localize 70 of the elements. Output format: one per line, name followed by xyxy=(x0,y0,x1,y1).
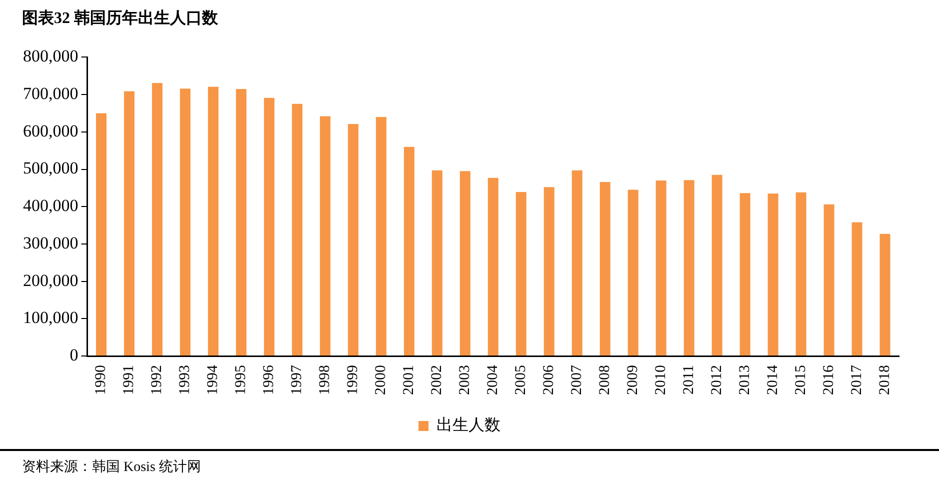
bar xyxy=(124,91,134,356)
bar xyxy=(768,194,778,356)
bar xyxy=(488,178,498,356)
x-tick-label: 1990 xyxy=(93,365,110,395)
x-tick-label: 1997 xyxy=(289,364,306,395)
x-tick-label: 2005 xyxy=(513,365,530,395)
bar xyxy=(572,170,582,356)
x-tick-label: 1991 xyxy=(121,365,138,395)
legend-label: 出生人数 xyxy=(436,416,500,434)
x-tick-label: 2001 xyxy=(401,365,418,395)
x-tick-label: 2002 xyxy=(429,365,446,395)
y-tick-label: 400,000 xyxy=(23,196,78,216)
bar xyxy=(208,86,218,356)
bar xyxy=(264,98,274,356)
x-tick-label: 1999 xyxy=(345,365,362,395)
x-tick-label: 2007 xyxy=(569,364,586,395)
bar xyxy=(376,116,386,356)
bar xyxy=(180,88,190,356)
x-tick-label: 2011 xyxy=(681,365,697,394)
x-tick-label: 2010 xyxy=(653,365,670,395)
bar xyxy=(460,171,470,356)
x-tick-label: 2015 xyxy=(792,365,809,395)
bar xyxy=(320,116,330,356)
x-tick-label: 1993 xyxy=(177,365,194,395)
x-tick-label: 2012 xyxy=(708,365,725,395)
x-tick-label: 2014 xyxy=(764,364,781,395)
bar xyxy=(348,124,358,356)
x-tick-label: 1998 xyxy=(317,365,334,395)
x-tick-label: 2016 xyxy=(820,364,837,395)
y-tick-label: 600,000 xyxy=(23,121,78,140)
bar xyxy=(544,187,554,356)
x-tick-label: 1996 xyxy=(261,364,278,395)
bar xyxy=(432,170,442,356)
y-tick-label: 0 xyxy=(70,345,78,364)
bar xyxy=(796,192,806,356)
bar xyxy=(292,104,302,356)
bar xyxy=(96,113,106,356)
bar xyxy=(152,82,162,356)
bar xyxy=(516,192,526,356)
bar xyxy=(656,180,666,356)
bar xyxy=(236,88,246,356)
x-tick-label: 1994 xyxy=(205,364,222,395)
y-tick-label: 500,000 xyxy=(23,158,78,178)
bar xyxy=(628,190,638,356)
x-tick-label: 2018 xyxy=(876,365,893,395)
y-tick-label: 300,000 xyxy=(23,233,78,252)
bar xyxy=(824,204,834,356)
x-tick-label: 2004 xyxy=(485,364,502,395)
bar xyxy=(852,222,862,356)
bar xyxy=(684,180,694,356)
bar xyxy=(404,146,414,356)
y-tick-label: 700,000 xyxy=(23,84,78,104)
y-tick-label: 200,000 xyxy=(23,270,78,290)
x-tick-label: 2000 xyxy=(373,365,390,395)
x-tick-label: 2013 xyxy=(736,365,753,395)
x-tick-label: 2006 xyxy=(541,364,558,395)
x-tick-label: 1992 xyxy=(149,365,166,395)
x-tick-label: 1995 xyxy=(233,365,250,395)
bar xyxy=(712,174,722,356)
y-tick-label: 100,000 xyxy=(23,308,78,328)
bar xyxy=(600,182,610,356)
chart-title: 图表32 韩国历年出生人口数 xyxy=(22,8,218,29)
bar xyxy=(740,193,750,356)
y-tick-label: 800,000 xyxy=(23,46,78,66)
text: 资料来源：韩国 Kosis 统计网 xyxy=(22,458,201,476)
x-tick-label: 2003 xyxy=(457,365,474,395)
bar xyxy=(880,234,890,356)
x-tick-label: 2009 xyxy=(625,365,642,395)
x-tick-label: 2008 xyxy=(597,365,614,395)
x-tick-label: 2017 xyxy=(848,364,865,395)
